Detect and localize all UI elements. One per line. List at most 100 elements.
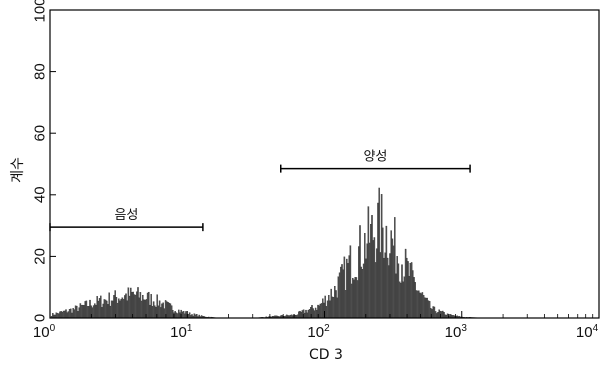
histogram-bar-104 <box>175 312 178 319</box>
histogram-bar-106 <box>178 309 180 319</box>
histogram-bar-257 <box>396 256 398 319</box>
histogram-bar-9 <box>61 311 64 319</box>
histogram-bar-292 <box>438 309 440 319</box>
histogram-bar-241 <box>377 202 379 319</box>
histogram-bar-41 <box>100 295 102 319</box>
histogram-bar-258 <box>397 263 400 319</box>
histogram-bar-90 <box>158 300 161 319</box>
histogram-bar-25 <box>80 304 83 319</box>
histogram-bar-98 <box>168 302 170 319</box>
histogram-bar-93 <box>162 302 164 319</box>
histogram-bar-40 <box>98 298 101 319</box>
histogram-bar-84 <box>151 306 154 319</box>
histogram-bar-263 <box>403 276 406 319</box>
histogram-bar-216 <box>347 263 349 319</box>
histogram-bar-21 <box>76 305 78 319</box>
histogram-bar-245 <box>382 227 384 319</box>
histogram-bar-76 <box>142 294 144 319</box>
histogram-bar-250 <box>388 265 390 319</box>
histogram-bar-244 <box>380 194 383 319</box>
histogram-bar-56 <box>118 298 120 319</box>
histogram-bar-99 <box>169 303 172 319</box>
histogram-bar-262 <box>402 281 404 319</box>
histogram-bar-243 <box>379 252 382 319</box>
histogram-bar-232 <box>366 243 368 319</box>
histogram-bar-47 <box>107 304 109 319</box>
histogram-bar-30 <box>86 306 89 319</box>
histogram-bar-214 <box>344 290 347 319</box>
histogram-bar-39 <box>97 300 100 319</box>
histogram-bar-23 <box>78 307 80 319</box>
histogram-bar-180 <box>304 312 306 319</box>
histogram-bar-218 <box>349 245 352 319</box>
histogram-bar-86 <box>154 305 156 319</box>
histogram-bar-281 <box>425 297 427 319</box>
histogram-bar-115 <box>188 312 191 319</box>
histogram-bar-91 <box>160 307 162 319</box>
histogram-bar-22 <box>77 311 79 319</box>
histogram-bar-237 <box>372 240 374 319</box>
y-tick-label-2: 40 <box>32 186 49 203</box>
histogram-bar-42 <box>101 307 103 319</box>
histogram-bar-66 <box>130 287 132 319</box>
histogram-bar-4 <box>55 312 58 319</box>
histogram-bar-110 <box>182 311 185 319</box>
histogram-bar-81 <box>148 291 150 319</box>
histogram-bar-182 <box>306 312 308 319</box>
histogram-bar-247 <box>384 252 386 319</box>
y-tick-label-5: 100 <box>32 0 49 23</box>
histogram-bar-119 <box>193 313 196 319</box>
histogram-bar-224 <box>356 280 359 319</box>
histogram-bar-18 <box>72 308 74 319</box>
histogram-bar-72 <box>137 287 139 319</box>
histogram-bar-236 <box>371 215 373 319</box>
histogram-bar-230 <box>364 233 366 319</box>
histogram-bar-229 <box>362 263 365 319</box>
histogram-bar-212 <box>342 269 344 319</box>
histogram-bar-225 <box>358 246 360 319</box>
histogram-bar-19 <box>73 309 76 319</box>
histogram-bar-49 <box>109 305 112 319</box>
histogram-bar-260 <box>400 282 402 319</box>
histogram-bar-271 <box>413 277 415 319</box>
histogram-bar-202 <box>330 288 332 319</box>
histogram-bar-296 <box>443 312 445 319</box>
histogram-bar-74 <box>139 292 142 319</box>
histogram-bar-58 <box>120 298 122 319</box>
y-axis-title: 계수 <box>10 157 26 183</box>
histogram-bar-265 <box>406 257 408 319</box>
histogram-bar-28 <box>84 301 86 319</box>
histogram-bar-253 <box>391 238 394 319</box>
histogram-bar-256 <box>395 273 397 319</box>
x-axis-title: CD 3 <box>309 347 343 363</box>
histogram-bar-207 <box>336 297 338 319</box>
histogram-bar-71 <box>136 291 138 319</box>
gate-markers: 음성 양성 <box>49 150 471 232</box>
histogram-bar-27 <box>83 305 85 319</box>
histogram-bar-36 <box>94 303 96 319</box>
histogram-bar-11 <box>64 310 66 319</box>
histogram-bar-7 <box>59 311 61 319</box>
gate-label-1: 양성 <box>363 150 387 165</box>
histogram-bar-97 <box>167 302 169 319</box>
histogram-bar-92 <box>161 303 163 319</box>
histogram-bar-20 <box>74 305 77 319</box>
histogram-bar-208 <box>337 276 340 319</box>
histogram-bar-77 <box>143 299 145 319</box>
histogram-bar-252 <box>390 230 392 319</box>
histogram-bar-195 <box>322 298 324 319</box>
histogram-bar-201 <box>329 300 331 319</box>
y-axis: 0 20 40 60 80 100 <box>32 0 56 322</box>
histogram-bar-290 <box>436 313 438 319</box>
histogram-bar-278 <box>421 292 424 319</box>
x-tick-label-1: 101 <box>170 323 193 341</box>
histogram-bar-280 <box>424 297 426 319</box>
histogram-bar-284 <box>428 301 431 319</box>
histogram-bar-254 <box>392 245 395 319</box>
histogram-bar-64 <box>127 287 130 319</box>
histogram-bar-32 <box>89 299 91 319</box>
histogram-bar-46 <box>106 300 108 319</box>
histogram-bar-57 <box>119 300 121 319</box>
histogram-bar-52 <box>113 295 115 319</box>
histogram-bar-26 <box>82 304 84 319</box>
